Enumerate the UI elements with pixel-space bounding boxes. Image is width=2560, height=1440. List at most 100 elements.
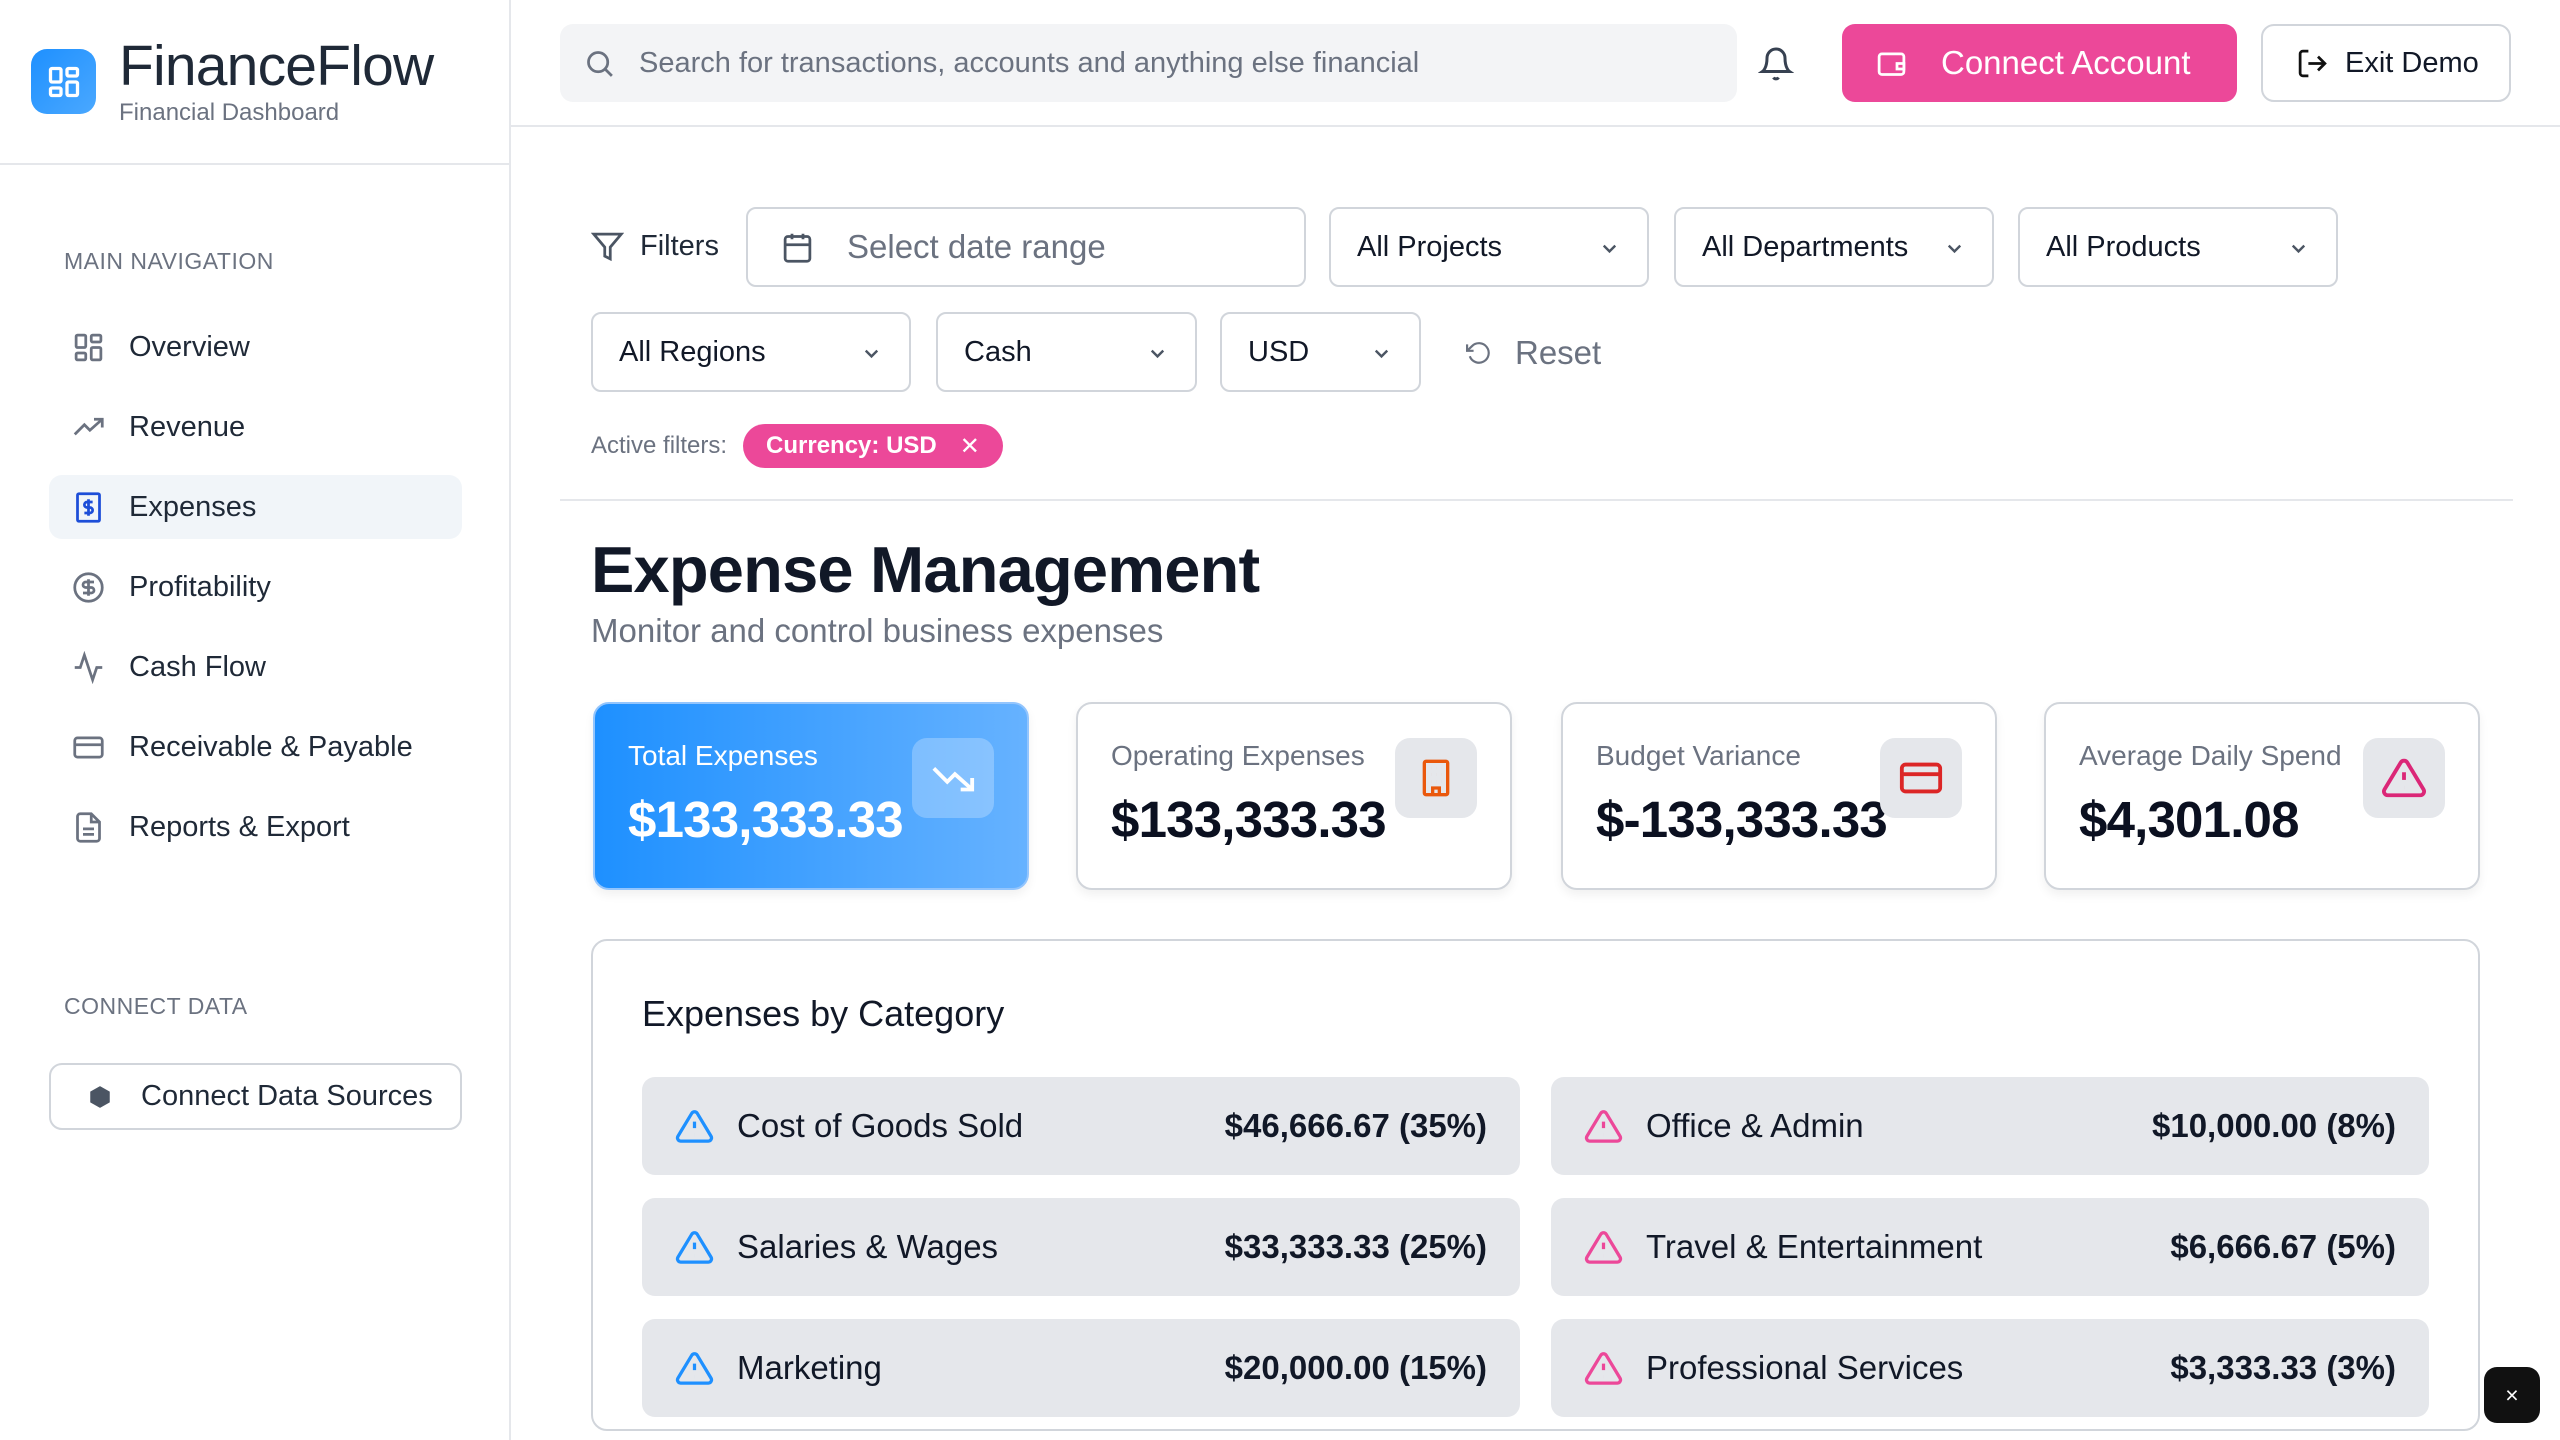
calendar-icon — [783, 233, 812, 263]
connect-account-label: Connect Account — [1941, 44, 2191, 81]
logo-grid-icon — [31, 49, 96, 114]
category-amount: $20,000.00 (15%) — [1224, 1349, 1487, 1386]
kpi-card-budget-variance: Budget Variance $-133,333.33 — [1561, 702, 1997, 890]
trending-down-icon — [912, 738, 994, 818]
category-item[interactable]: Cost of Goods Sold $46,666.67 (35%) — [642, 1077, 1520, 1175]
date-range-picker[interactable]: Select date range — [746, 207, 1306, 287]
category-item[interactable]: Marketing $20,000.00 (15%) — [642, 1319, 1520, 1417]
connect-data-label: CONNECT DATA — [64, 993, 248, 1019]
expenses-by-category-panel: Expenses by Category Cost of Goods Sold $… — [591, 939, 2480, 1431]
search-input[interactable]: Search for transactions, accounts and an… — [560, 24, 1737, 102]
category-item[interactable]: Office & Admin $10,000.00 (8%) — [1551, 1077, 2429, 1175]
chevron-down-icon — [1602, 244, 1617, 254]
trending-up-icon — [73, 417, 104, 435]
active-filter-chip-label: Currency: USD — [766, 432, 937, 459]
accounting-basis-select[interactable]: Cash — [936, 312, 1197, 392]
main-content: Filters Select date range All Projects A… — [560, 127, 2513, 1440]
chevron-down-icon — [2291, 244, 2306, 254]
sidebar-item-profitability[interactable]: Profitability — [49, 555, 462, 619]
search-placeholder: Search for transactions, accounts and an… — [639, 46, 1420, 79]
remove-filter-icon[interactable]: ✕ — [959, 432, 980, 460]
kpi-value: $133,333.33 — [1111, 791, 1387, 848]
alert-triangle-icon — [675, 1109, 714, 1143]
credit-card-icon — [73, 736, 104, 758]
category-name: Marketing — [737, 1349, 882, 1386]
topbar: Search for transactions, accounts and an… — [511, 0, 2560, 127]
category-amount: $6,666.67 (5%) — [2170, 1228, 2396, 1265]
basis-value: Cash — [964, 335, 1032, 368]
sidebar-item-label: Expenses — [129, 490, 257, 523]
sidebar-item-receivable-payable[interactable]: Receivable & Payable — [49, 715, 462, 779]
kpi-value: $4,301.08 — [2079, 791, 2299, 848]
products-select[interactable]: All Products — [2018, 207, 2338, 287]
category-name: Travel & Entertainment — [1646, 1228, 1983, 1265]
category-name: Cost of Goods Sold — [737, 1107, 1024, 1144]
active-filter-chip[interactable]: Currency: USD ✕ — [743, 424, 1003, 468]
bell-icon[interactable] — [1758, 46, 1794, 82]
activity-icon — [74, 650, 103, 684]
main-navigation-label: MAIN NAVIGATION — [64, 248, 274, 274]
brand-subtitle: Financial Dashboard — [119, 98, 340, 126]
sidebar-item-label: Revenue — [129, 410, 246, 443]
category-item[interactable]: Professional Services $3,333.33 (3%) — [1551, 1319, 2429, 1417]
filters-text: Filters — [640, 230, 719, 262]
filters-label: Filters — [591, 230, 719, 263]
page-title: Expense Management — [591, 533, 1260, 606]
category-amount: $33,333.33 (25%) — [1224, 1228, 1487, 1265]
sidebar-item-label: Receivable & Payable — [129, 730, 413, 763]
brand-title: FinanceFlow — [119, 33, 434, 98]
regions-select[interactable]: All Regions — [591, 312, 911, 392]
departments-value: All Departments — [1702, 230, 1909, 263]
filter-icon — [591, 232, 624, 262]
sidebar-item-label: Overview — [129, 330, 250, 363]
alert-triangle-icon — [1584, 1109, 1623, 1143]
category-name: Office & Admin — [1646, 1107, 1864, 1144]
log-out-icon — [2298, 49, 2327, 77]
connect-account-button[interactable]: Connect Account — [1842, 24, 2237, 102]
date-range-placeholder: Select date range — [847, 228, 1106, 265]
chevron-down-icon — [1947, 244, 1962, 254]
sidebar-item-label: Cash Flow — [129, 650, 266, 683]
grid-icon — [74, 333, 103, 361]
alert-triangle-icon — [675, 1230, 714, 1264]
kpi-card-operating-expenses: Operating Expenses $133,333.33 — [1076, 702, 1512, 890]
building-icon — [1395, 738, 1477, 818]
kpi-card-total-expenses: Total Expenses $133,333.33 — [593, 702, 1029, 890]
active-filters: Active filters: Currency: USD ✕ — [591, 424, 1003, 468]
sidebar-item-overview[interactable]: Overview — [49, 315, 462, 379]
reset-button[interactable]: Reset — [1466, 334, 1601, 372]
alert-triangle-icon — [2363, 738, 2445, 818]
circle-dollar-icon — [73, 571, 104, 603]
currency-select[interactable]: USD — [1220, 312, 1421, 392]
category-item[interactable]: Travel & Entertainment $6,666.67 (5%) — [1551, 1198, 2429, 1296]
close-button[interactable]: × — [2484, 1367, 2540, 1423]
departments-select[interactable]: All Departments — [1674, 207, 1994, 287]
exit-demo-button[interactable]: Exit Demo — [2261, 24, 2511, 102]
kpi-value: $133,333.33 — [628, 791, 904, 848]
sidebar-item-cash-flow[interactable]: Cash Flow — [49, 635, 462, 699]
projects-value: All Projects — [1357, 230, 1503, 263]
page-subtitle: Monitor and control business expenses — [591, 612, 1164, 649]
exit-demo-label: Exit Demo — [2345, 46, 2479, 79]
kpi-label: Average Daily Spend — [2079, 740, 2342, 771]
sidebar-item-expenses[interactable]: Expenses — [49, 475, 462, 539]
connect-data-sources-button[interactable]: Connect Data Sources — [49, 1063, 462, 1130]
receipt-dollar-icon — [76, 491, 101, 523]
category-item[interactable]: Salaries & Wages $33,333.33 (25%) — [642, 1198, 1520, 1296]
sidebar-item-label: Profitability — [129, 570, 271, 603]
sidebar-item-revenue[interactable]: Revenue — [49, 395, 462, 459]
chevron-down-icon — [1374, 349, 1389, 359]
sidebar-item-reports-export[interactable]: Reports & Export — [49, 795, 462, 859]
regions-value: All Regions — [619, 335, 766, 368]
kpi-card-average-daily-spend: Average Daily Spend $4,301.08 — [2044, 702, 2480, 890]
sidebar-item-label: Reports & Export — [129, 810, 350, 843]
products-value: All Products — [2046, 230, 2201, 263]
file-text-icon — [76, 811, 101, 843]
rotate-ccw-icon — [1466, 342, 1490, 364]
search-icon — [587, 50, 613, 77]
panel-title: Expenses by Category — [642, 993, 1005, 1034]
wallet-icon — [1877, 52, 1906, 76]
divider — [560, 499, 2513, 501]
category-amount: $10,000.00 (8%) — [2151, 1107, 2396, 1144]
projects-select[interactable]: All Projects — [1329, 207, 1649, 287]
